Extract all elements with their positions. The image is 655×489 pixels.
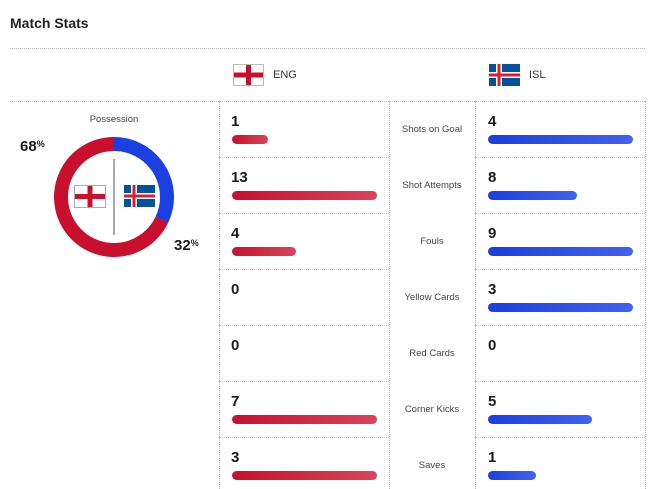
possession-donut bbox=[54, 137, 174, 257]
stat-label: Yellow Cards bbox=[404, 292, 460, 303]
home-stat-bar bbox=[232, 135, 268, 144]
home-stat-value: 13 bbox=[231, 169, 248, 186]
home-team-code: ENG bbox=[273, 69, 297, 81]
column-divider-label-left bbox=[389, 101, 390, 489]
home-stat-bar bbox=[232, 191, 377, 200]
column-divider-left bbox=[219, 101, 220, 489]
england-flag-icon bbox=[233, 64, 264, 86]
away-stat-value: 4 bbox=[488, 113, 497, 130]
away-possession-percent: 32% bbox=[174, 237, 199, 254]
away-stat-value: 3 bbox=[488, 281, 497, 298]
possession-label: Possession bbox=[89, 114, 139, 125]
row-divider-away bbox=[475, 269, 645, 270]
home-stat-value: 4 bbox=[231, 225, 240, 242]
possession-ring-away bbox=[54, 137, 174, 257]
away-stat-bar bbox=[488, 135, 633, 144]
stat-label: Shot Attempts bbox=[402, 180, 462, 191]
stat-label: Saves bbox=[418, 460, 446, 471]
home-stat-value: 7 bbox=[231, 393, 240, 410]
stat-label: Shots on Goal bbox=[401, 124, 463, 135]
away-stat-value: 8 bbox=[488, 169, 497, 186]
home-stat-value: 3 bbox=[231, 449, 240, 466]
home-stat-value: 0 bbox=[231, 337, 240, 354]
row-divider-away bbox=[475, 381, 645, 382]
stat-label: Red Cards bbox=[409, 348, 455, 359]
away-stat-value: 1 bbox=[488, 449, 497, 466]
home-possession-percent: 68% bbox=[20, 138, 45, 155]
away-stat-value: 0 bbox=[488, 337, 497, 354]
away-stat-bar bbox=[488, 247, 633, 256]
page-title: Match Stats bbox=[10, 15, 89, 31]
row-divider-away bbox=[475, 325, 645, 326]
row-divider-home bbox=[219, 157, 389, 158]
away-stat-value: 9 bbox=[488, 225, 497, 242]
row-divider-home bbox=[219, 325, 389, 326]
iceland-flag-icon bbox=[124, 185, 155, 207]
stat-label: Corner Kicks bbox=[404, 404, 460, 415]
row-divider-home bbox=[219, 437, 389, 438]
away-stat-bar bbox=[488, 191, 577, 200]
away-team-code: ISL bbox=[529, 69, 546, 81]
away-stat-bar bbox=[488, 303, 633, 312]
header-divider bbox=[10, 101, 645, 102]
away-stat-bar bbox=[488, 471, 536, 480]
title-divider bbox=[10, 48, 645, 49]
home-stat-value: 1 bbox=[231, 113, 240, 130]
home-team-header: ENG bbox=[233, 64, 297, 86]
column-divider-label-right bbox=[475, 101, 476, 489]
away-stat-value: 5 bbox=[488, 393, 497, 410]
stat-label: Fouls bbox=[420, 236, 444, 247]
home-stat-bar bbox=[232, 471, 377, 480]
england-flag-icon bbox=[74, 185, 106, 208]
row-divider-home bbox=[219, 381, 389, 382]
row-divider-away bbox=[475, 213, 645, 214]
away-team-header: ISL bbox=[489, 64, 546, 86]
row-divider-away bbox=[475, 157, 645, 158]
row-divider-away bbox=[475, 437, 645, 438]
column-divider-right bbox=[645, 101, 646, 489]
row-divider-home bbox=[219, 213, 389, 214]
home-stat-value: 0 bbox=[231, 281, 240, 298]
away-stat-bar bbox=[488, 415, 592, 424]
home-stat-bar bbox=[232, 415, 377, 424]
home-stat-bar bbox=[232, 247, 296, 256]
iceland-flag-icon bbox=[489, 64, 520, 86]
row-divider-home bbox=[219, 269, 389, 270]
